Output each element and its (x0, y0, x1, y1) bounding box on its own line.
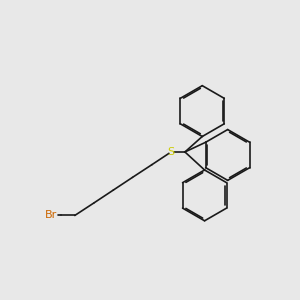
Text: Br: Br (44, 211, 57, 220)
Text: S: S (167, 147, 175, 157)
